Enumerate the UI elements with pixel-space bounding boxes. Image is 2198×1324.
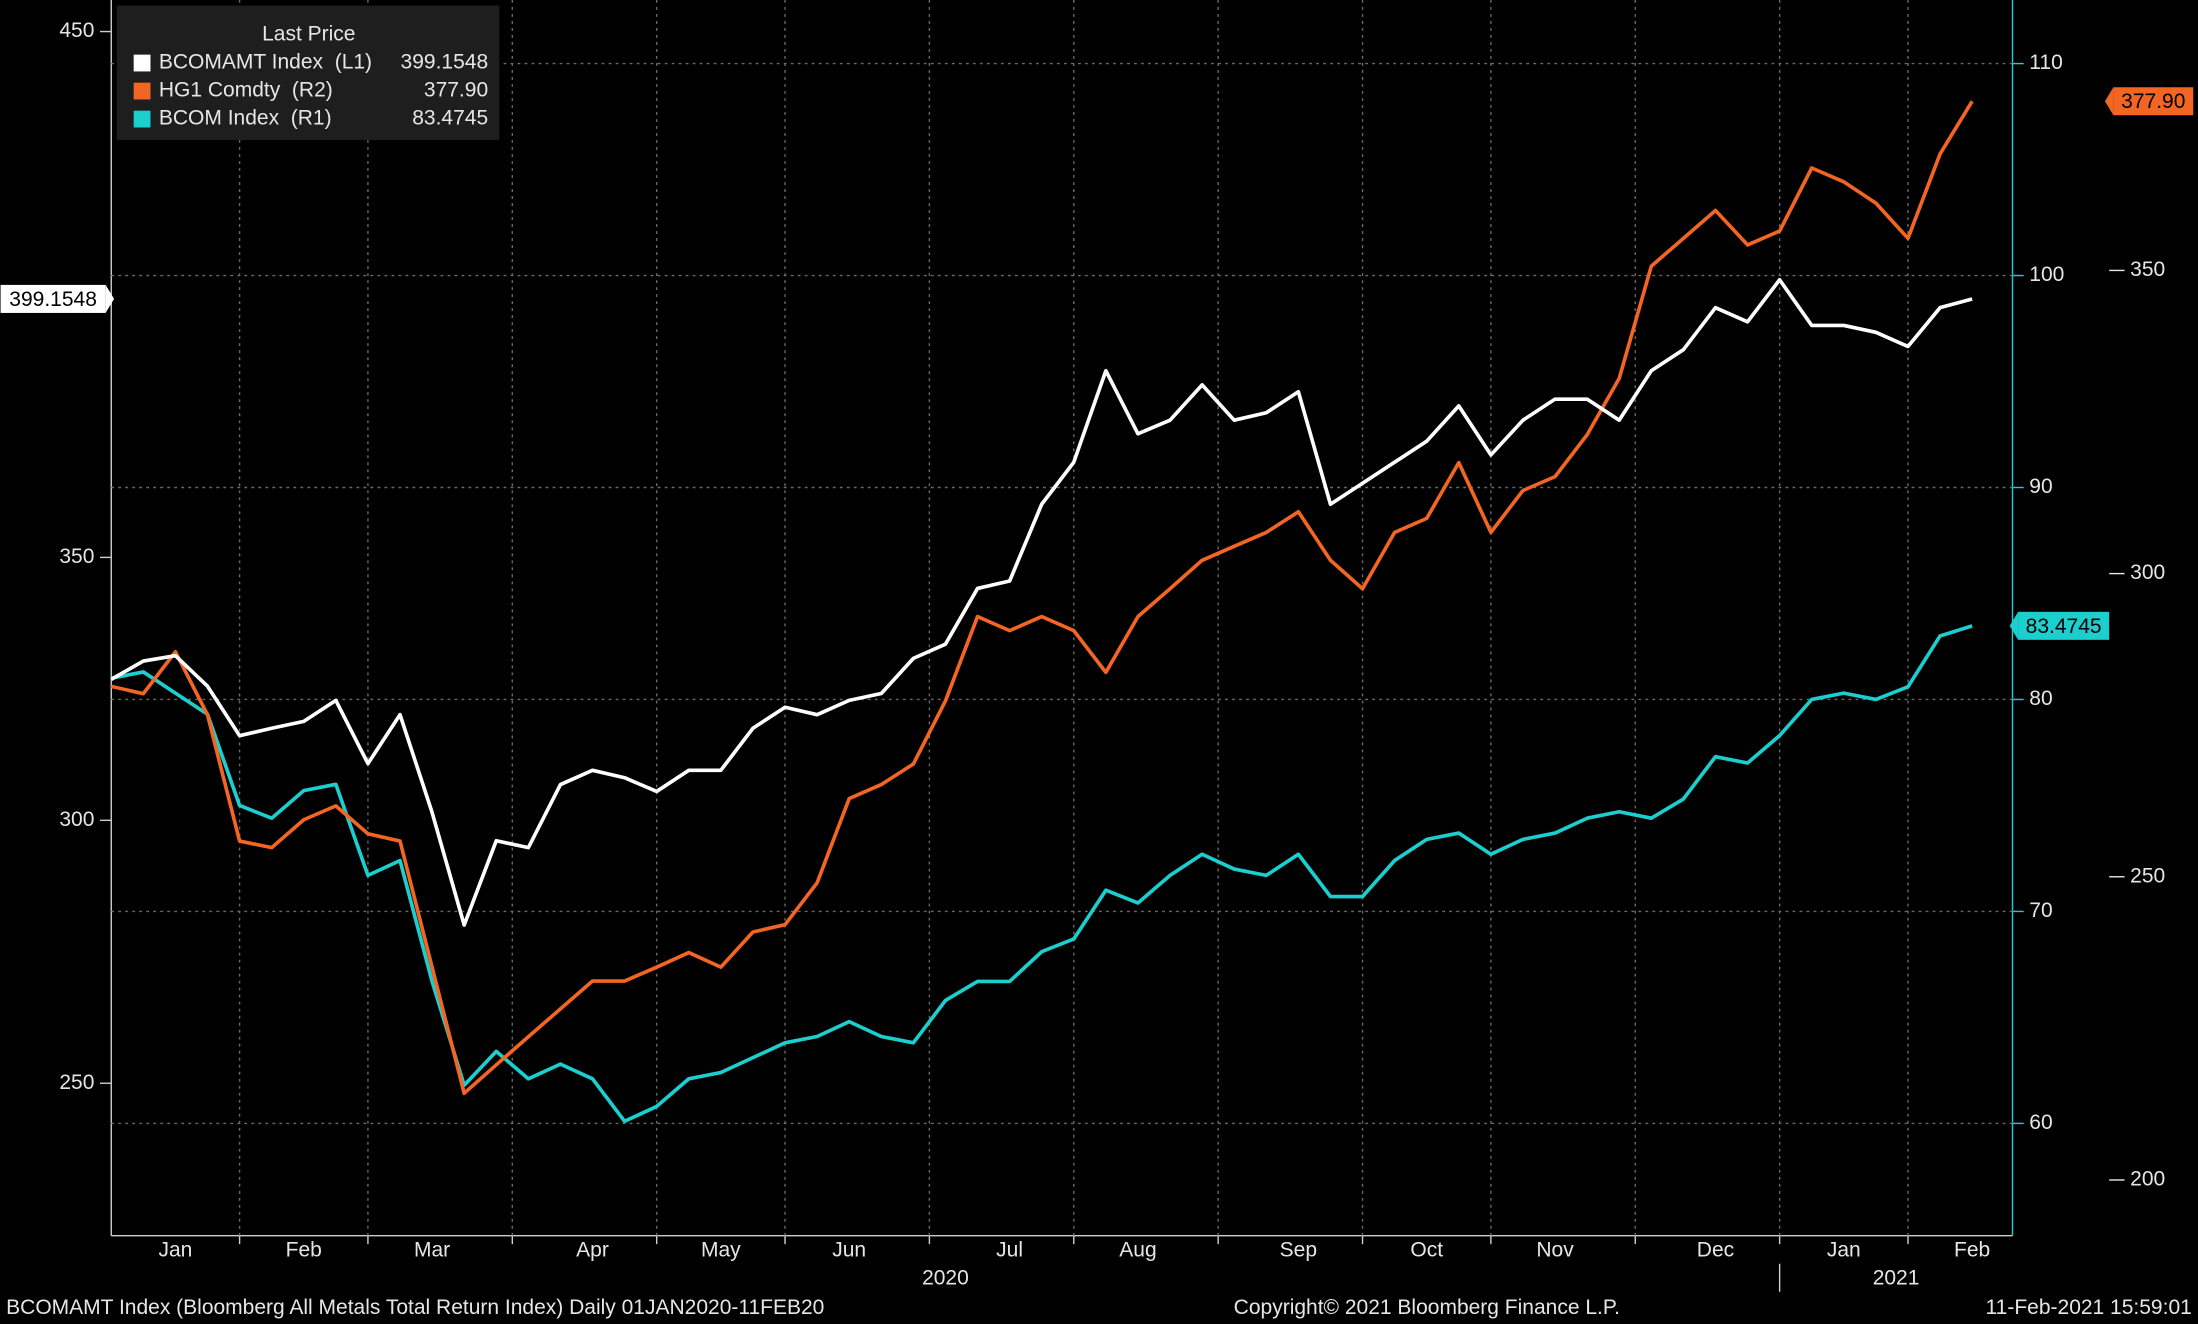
x-tick-label: Jan — [158, 1239, 192, 1262]
legend-label: BCOM Index (R1) — [159, 107, 332, 130]
series-line — [110, 277, 1973, 927]
legend-label: HG1 Comdty (R2) — [159, 79, 333, 102]
legend-value: 83.4745 — [412, 107, 488, 130]
y3-tick-label: 200 — [2130, 1167, 2165, 1190]
x-tick-label: May — [701, 1239, 741, 1262]
y2-tick-label: 60 — [2029, 1111, 2052, 1134]
last-value-label: 83.4745 — [2026, 615, 2102, 638]
x-group-label: 2020 — [922, 1267, 969, 1290]
x-tick-label: Dec — [1697, 1239, 1734, 1262]
x-tick-label: Apr — [576, 1239, 609, 1262]
x-tick-label: Feb — [286, 1239, 322, 1262]
legend-value: 399.1548 — [401, 51, 489, 74]
y2-tick-label: 90 — [2029, 475, 2052, 498]
x-group-label: 2021 — [1873, 1267, 1920, 1290]
x-tick-label: Jul — [996, 1239, 1023, 1262]
y3-tick-label: 300 — [2130, 561, 2165, 584]
x-tick-label: Nov — [1536, 1239, 1574, 1262]
y-tick-label: 450 — [59, 19, 94, 42]
y3-tick-label: 350 — [2130, 258, 2165, 281]
y2-tick-label: 80 — [2029, 687, 2052, 710]
x-tick-label: Oct — [1410, 1239, 1443, 1262]
legend-swatch — [133, 54, 151, 72]
last-value-label: 399.1548 — [9, 288, 97, 311]
y2-tick-label: 100 — [2029, 263, 2064, 286]
footer-left: BCOMAMT Index (Bloomberg All Metals Tota… — [6, 1296, 824, 1319]
series-line — [110, 624, 1973, 1124]
y2-tick-label: 110 — [2029, 51, 2062, 74]
last-value-badge — [2113, 87, 2194, 116]
last-value-badge — [2018, 611, 2110, 640]
x-tick-label: Jan — [1827, 1239, 1861, 1262]
legend-value: 377.90 — [424, 79, 488, 102]
last-value-label: 377.90 — [2121, 90, 2185, 113]
badge-pointer — [2009, 611, 2019, 640]
badge-pointer — [105, 284, 115, 313]
last-value-badge — [0, 284, 106, 313]
badge-pointer — [2104, 87, 2114, 116]
x-tick-label: Feb — [1954, 1239, 1990, 1262]
footer-center: Copyright© 2021 Bloomberg Finance L.P. — [1234, 1296, 1620, 1319]
footer-right: 11-Feb-2021 15:59:01 — [1986, 1296, 2192, 1319]
y-tick-label: 300 — [59, 808, 94, 831]
y-tick-label: 250 — [59, 1071, 94, 1094]
x-tick-label: Mar — [414, 1239, 450, 1262]
x-tick-label: Aug — [1119, 1239, 1156, 1262]
legend-swatch — [133, 82, 151, 100]
legend-title: Last Price — [262, 23, 355, 46]
y-tick-label: 350 — [59, 545, 94, 568]
series-line — [110, 100, 1974, 1096]
y2-tick-label: 70 — [2029, 899, 2052, 922]
legend-swatch — [133, 110, 151, 128]
legend-label: BCOMAMT Index (L1) — [159, 51, 372, 74]
x-tick-label: Jun — [832, 1239, 866, 1262]
legend-box — [116, 5, 500, 141]
x-tick-label: Sep — [1280, 1239, 1317, 1262]
y3-tick-label: 250 — [2130, 864, 2165, 887]
